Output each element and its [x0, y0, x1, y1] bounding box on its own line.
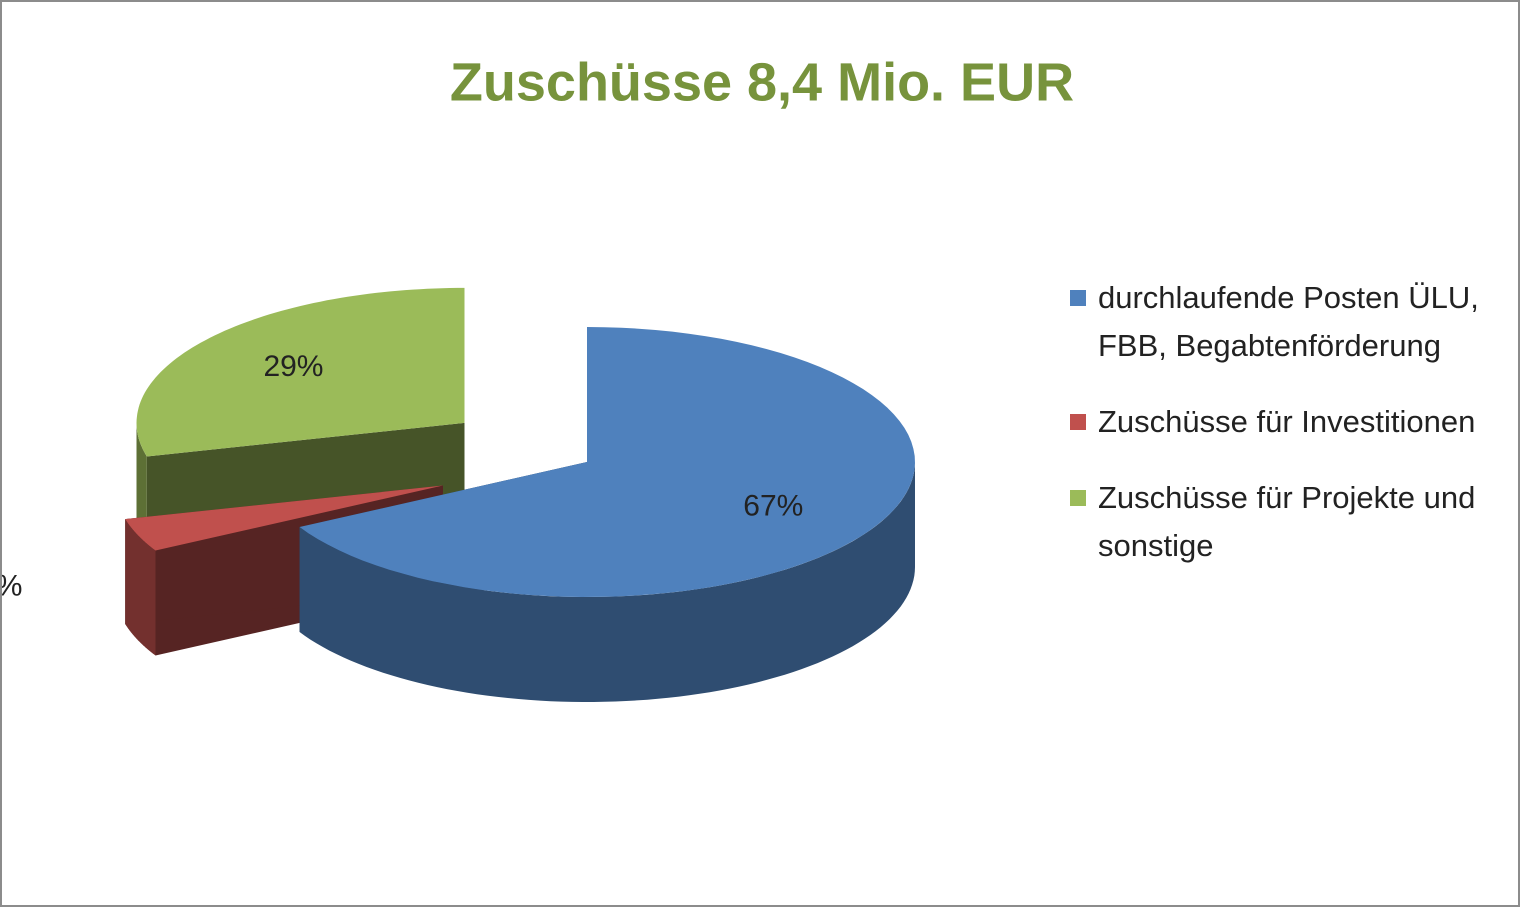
legend-item: Zuschüsse für Projekte und sonstige — [1070, 474, 1490, 570]
data-label: 4% — [2, 569, 22, 602]
slice — [136, 287, 465, 457]
legend: durchlaufende Posten ÜLU, FBB, Begabtenf… — [1070, 274, 1490, 598]
legend-swatch — [1070, 414, 1086, 430]
slice — [125, 485, 443, 551]
slice — [299, 327, 916, 597]
legend-swatch — [1070, 290, 1086, 306]
data-label: 67% — [743, 489, 803, 522]
legend-label: Zuschüsse für Projekte und sonstige — [1098, 480, 1476, 563]
legend-label: durchlaufende Posten ÜLU, FBB, Begabtenf… — [1098, 280, 1479, 363]
chart-title: Zuschüsse 8,4 Mio. EUR — [450, 52, 1074, 112]
slice-wall — [299, 462, 916, 702]
legend-item: Zuschüsse für Investitionen — [1070, 398, 1490, 446]
legend-label: Zuschüsse für Investitionen — [1098, 404, 1476, 439]
legend-item: durchlaufende Posten ÜLU, FBB, Begabtenf… — [1070, 274, 1490, 370]
data-label: 29% — [263, 350, 323, 383]
legend-swatch — [1070, 490, 1086, 506]
slice-wall — [125, 519, 156, 656]
